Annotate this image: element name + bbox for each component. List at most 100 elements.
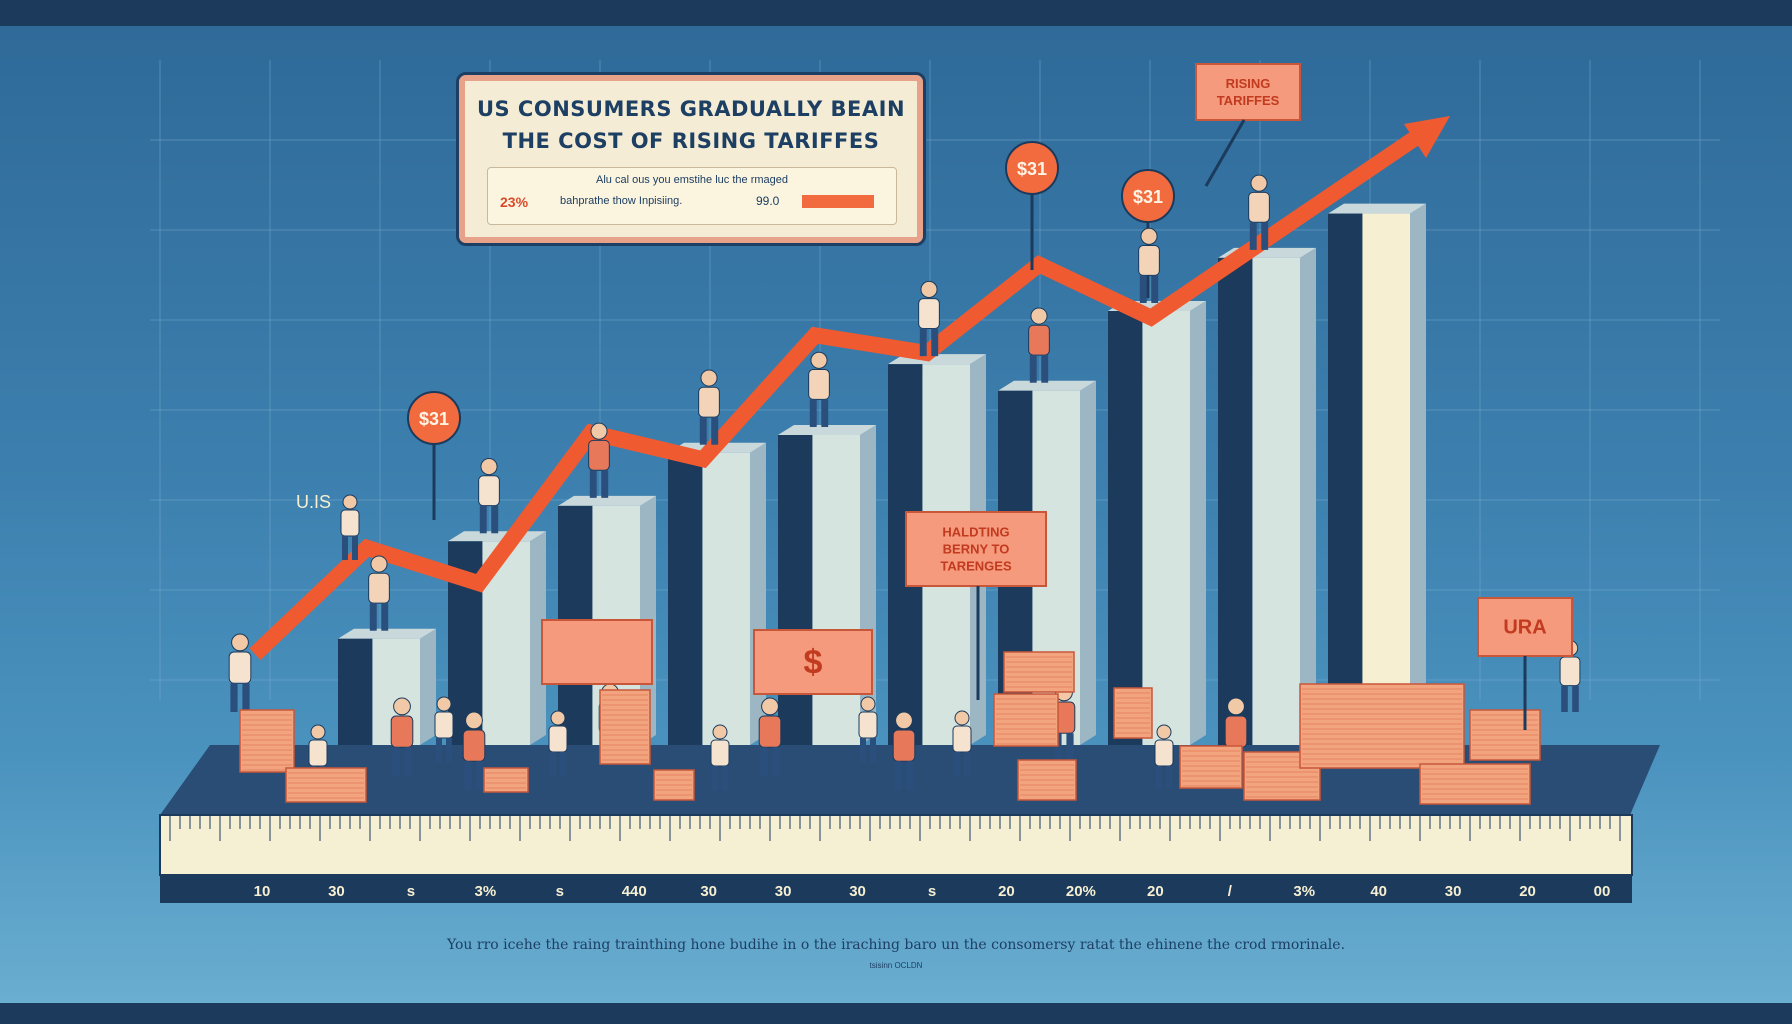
ruler-axis: 10 30 s 3% s 440 30 30 30 s 20 20% 20 / 3% 40 30 20 00 bbox=[159, 814, 1633, 903]
figure-leg bbox=[392, 747, 400, 776]
figure-body bbox=[710, 739, 730, 767]
figure-leg bbox=[1261, 222, 1269, 250]
bar-side bbox=[750, 442, 766, 745]
figure-leg bbox=[894, 761, 902, 790]
figure-body bbox=[1224, 715, 1248, 748]
figure-ground bbox=[892, 711, 916, 790]
bar-side bbox=[1080, 380, 1096, 745]
box bbox=[599, 689, 651, 765]
figure-leg bbox=[1066, 733, 1074, 762]
rising-tariffs-sign-text: RISING bbox=[1226, 76, 1271, 91]
bar-top bbox=[338, 628, 436, 639]
bar bbox=[1252, 257, 1300, 745]
figure-ground bbox=[434, 696, 454, 762]
figure-body bbox=[1154, 739, 1174, 767]
bar-side bbox=[1190, 301, 1206, 745]
price-tag-label: $31 bbox=[419, 409, 449, 429]
subtitle-box: Alu cal ous you emstihe luc the rmaged 2… bbox=[487, 167, 897, 225]
axis-tick-label: 3% bbox=[474, 883, 496, 900]
figure-leg bbox=[919, 328, 927, 357]
figure-leg bbox=[870, 738, 876, 762]
figure-body bbox=[918, 298, 940, 330]
figure-body bbox=[1559, 656, 1581, 687]
blank-sign-board bbox=[541, 619, 653, 685]
chart-title-card: US CONSUMERS GRADUALLY BEAIN THE COST OF… bbox=[456, 72, 926, 246]
figure-left-edge bbox=[228, 633, 252, 712]
figure-head bbox=[1030, 307, 1048, 325]
figure-leg bbox=[242, 683, 250, 712]
price-tag-circle bbox=[1121, 169, 1175, 223]
figure-leg bbox=[550, 752, 556, 776]
figure-head bbox=[342, 494, 358, 510]
figure-leg bbox=[1249, 222, 1257, 250]
figure-ground bbox=[462, 711, 486, 790]
figure-head bbox=[550, 710, 566, 726]
figure-body bbox=[478, 475, 500, 507]
figure-leg bbox=[711, 417, 719, 445]
axis-tick-label: 40 bbox=[1370, 883, 1387, 900]
axis-tick-label: 20% bbox=[1066, 883, 1096, 900]
bar-dark-face bbox=[1328, 213, 1363, 746]
axis-tick-label: s bbox=[928, 883, 936, 900]
bar-dark-face bbox=[1218, 257, 1253, 745]
rising-tariffs-sign bbox=[1195, 63, 1301, 121]
trend-arrowhead bbox=[1404, 116, 1450, 158]
figures-group bbox=[228, 174, 1581, 790]
bar-top bbox=[998, 380, 1096, 391]
dollar-sign-board bbox=[753, 629, 873, 695]
figure-on-bar bbox=[1138, 227, 1160, 303]
percent-label: 23% bbox=[500, 194, 529, 210]
figure-body bbox=[340, 509, 360, 537]
figure-head bbox=[590, 422, 608, 440]
figure-head bbox=[761, 697, 779, 716]
axis-tick-label: 30 bbox=[849, 883, 866, 900]
bar-dark-face bbox=[1108, 311, 1143, 745]
figure-leg bbox=[342, 536, 348, 560]
figure-head bbox=[393, 697, 411, 716]
figure-head bbox=[1250, 174, 1268, 192]
figure-leg bbox=[1561, 685, 1568, 712]
axis-tick-label: / bbox=[1228, 883, 1233, 900]
figure-head bbox=[480, 458, 498, 476]
price-tag-label: $31 bbox=[1017, 159, 1047, 179]
figure-ground bbox=[1154, 724, 1174, 790]
trend-arrow-group bbox=[249, 116, 1450, 660]
figure-head bbox=[954, 710, 970, 726]
figure-body bbox=[368, 572, 390, 604]
figure-on-bar bbox=[918, 280, 940, 357]
figure-head bbox=[231, 633, 249, 652]
axis-tick-label: 30 bbox=[1445, 883, 1462, 900]
figure-body bbox=[390, 715, 414, 748]
figure-leg bbox=[931, 328, 939, 357]
ruler-band bbox=[160, 875, 1632, 903]
axis-tick-label: 3% bbox=[1293, 883, 1315, 900]
subtitle-text: Alu cal ous you emstihe luc the rmaged bbox=[596, 174, 788, 186]
price-tag-circle bbox=[407, 391, 461, 445]
figure-leg bbox=[1029, 355, 1037, 383]
bar-side bbox=[1410, 203, 1426, 746]
figure-body bbox=[462, 729, 486, 762]
bar bbox=[1142, 311, 1190, 745]
figure-on-bar bbox=[588, 422, 610, 498]
axis-tick-label: 440 bbox=[622, 883, 647, 900]
figure-on-bar bbox=[478, 458, 500, 534]
figure-on-bar bbox=[698, 369, 720, 445]
figure-on-bar bbox=[1248, 174, 1270, 250]
bar-dark-face bbox=[668, 452, 703, 745]
figure-head bbox=[860, 696, 876, 712]
figure-body bbox=[308, 739, 328, 767]
figure-leg bbox=[1151, 275, 1159, 303]
figure-on-bar bbox=[808, 351, 830, 427]
ruler-body bbox=[159, 814, 1633, 876]
figure-leg bbox=[589, 470, 597, 498]
figure-leg bbox=[1041, 355, 1049, 383]
figure-body bbox=[1248, 191, 1270, 223]
figure-ground bbox=[858, 696, 878, 762]
figure-head bbox=[1140, 227, 1158, 245]
figure-head bbox=[712, 724, 728, 740]
figure-body bbox=[808, 369, 830, 400]
figure-leg bbox=[476, 761, 484, 790]
bar-side bbox=[1300, 247, 1316, 745]
figure-leg bbox=[772, 747, 780, 776]
axis-tick-label: 10 bbox=[254, 883, 271, 900]
